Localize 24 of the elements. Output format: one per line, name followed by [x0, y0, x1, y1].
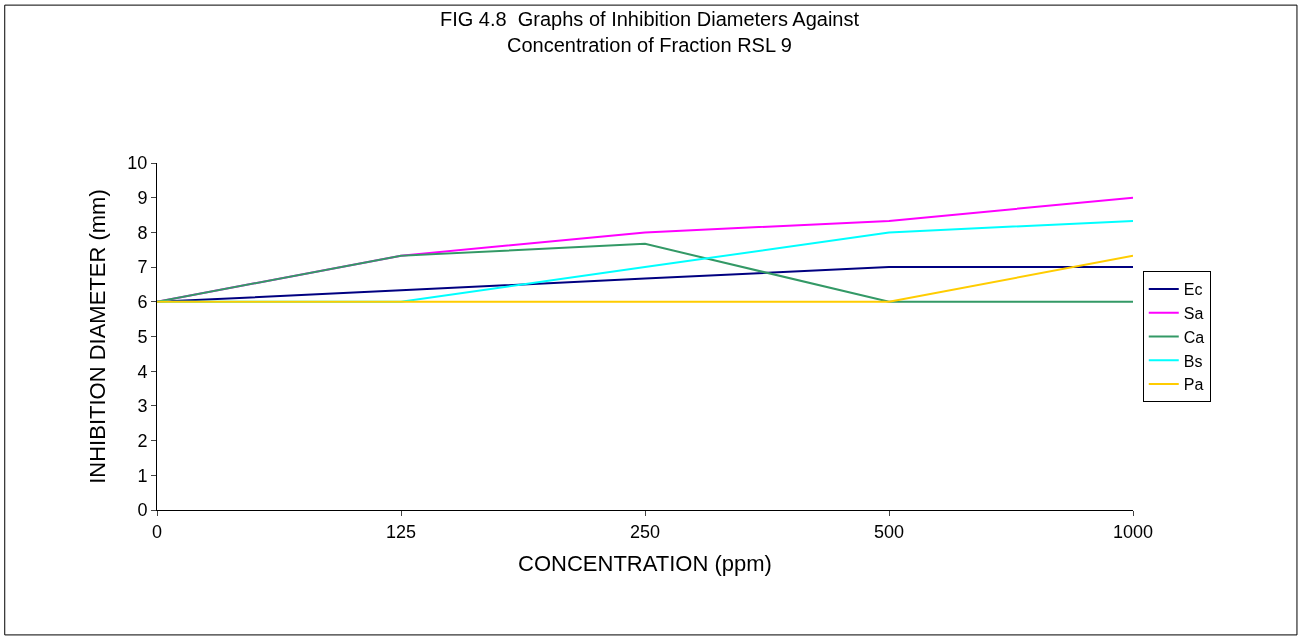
- y-tick-label: 4: [137, 361, 148, 382]
- y-tick-label: 6: [137, 292, 148, 313]
- x-axis-title: CONCENTRATION (ppm): [518, 551, 772, 577]
- legend-label: Bs: [1183, 352, 1203, 370]
- legend-label: Sa: [1183, 304, 1204, 322]
- x-tick-label: 1000: [1112, 521, 1154, 542]
- y-tick-label: 9: [137, 188, 148, 208]
- chart-title: FIG 4.8 Graphs of Inhibition Diameters Against Concentration of Fraction RSL 9: [439, 7, 860, 56]
- x-tick-label: 250: [629, 521, 661, 542]
- legend-label: Pa: [1183, 376, 1204, 394]
- legend-label: Ca: [1183, 328, 1205, 346]
- y-tick-label: 2: [137, 430, 148, 451]
- x-tick-label: 500: [873, 521, 905, 542]
- y-tick-label: 7: [137, 257, 148, 278]
- y-tick-label: 5: [137, 326, 148, 347]
- x-tick-label: 125: [385, 521, 417, 542]
- y-tick-label: 0: [137, 500, 148, 521]
- y-tick-label: 3: [137, 396, 148, 417]
- x-tick-label: 0: [151, 521, 163, 542]
- y-tick-label: 10: [127, 153, 148, 174]
- legend-label: Ec: [1183, 281, 1203, 299]
- y-tick-label: 1: [137, 465, 148, 486]
- y-axis-title: INHIBITION DIAMETER (mm): [85, 189, 111, 484]
- y-tick-label: 8: [137, 222, 148, 243]
